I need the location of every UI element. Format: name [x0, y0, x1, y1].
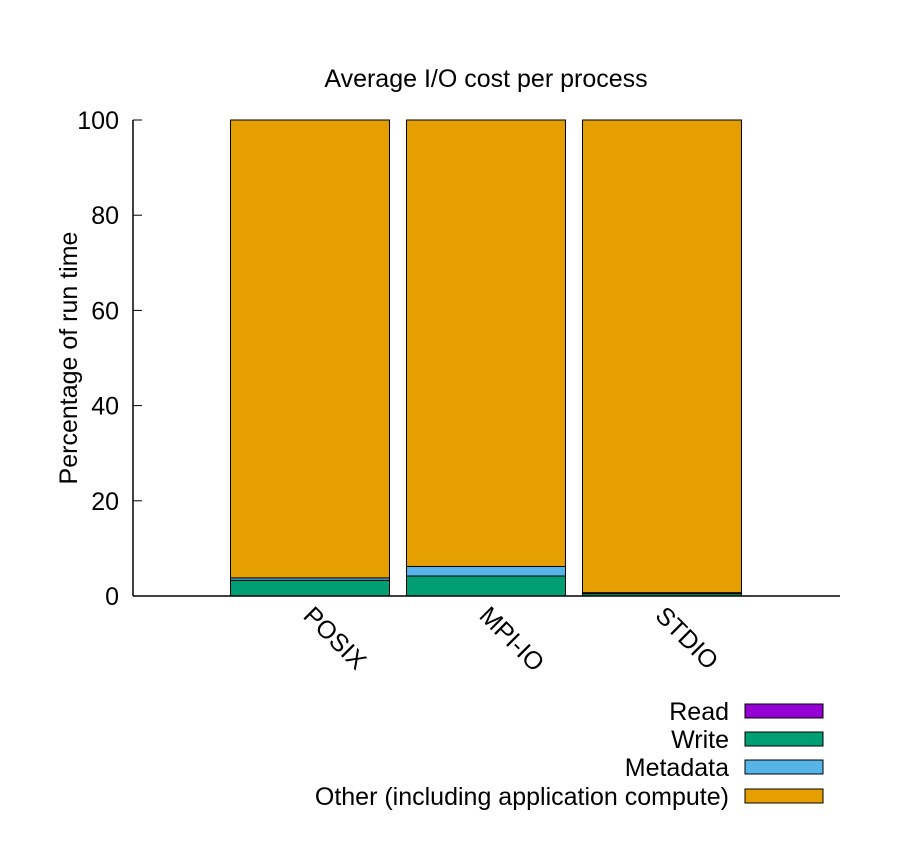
legend-swatch [744, 788, 824, 804]
y-tick-label: 20 [91, 488, 119, 516]
legend-label: Read [669, 698, 729, 726]
bar-stdio-other [582, 119, 742, 594]
legend-label: Metadata [625, 754, 729, 782]
y-tick-label: 100 [77, 107, 119, 135]
legend-swatch [744, 703, 824, 719]
bar-mpi-io-metadata [406, 565, 566, 577]
y-tick-label: 80 [91, 202, 119, 230]
y-axis-label: Percentage of run time [55, 232, 83, 485]
legend-swatch [744, 731, 824, 747]
bar-posix-other [230, 119, 390, 579]
x-tick-label: STDIO [650, 601, 724, 675]
legend-swatch [744, 759, 824, 775]
chart-title: Average I/O cost per process [324, 65, 647, 93]
x-tick-label: POSIX [298, 601, 372, 675]
bar-posix-write [230, 579, 390, 597]
y-tick-label: 60 [91, 297, 119, 325]
bars-group [230, 119, 742, 597]
legend-label: Write [671, 726, 729, 754]
bar-mpi-io-write [406, 575, 566, 597]
bar-mpi-io-other [406, 119, 566, 567]
x-tick-label: MPI-IO [474, 601, 550, 677]
legend-label: Other (including application compute) [315, 783, 729, 811]
y-tick-label: 40 [91, 393, 119, 421]
y-tick-label: 0 [105, 583, 119, 611]
